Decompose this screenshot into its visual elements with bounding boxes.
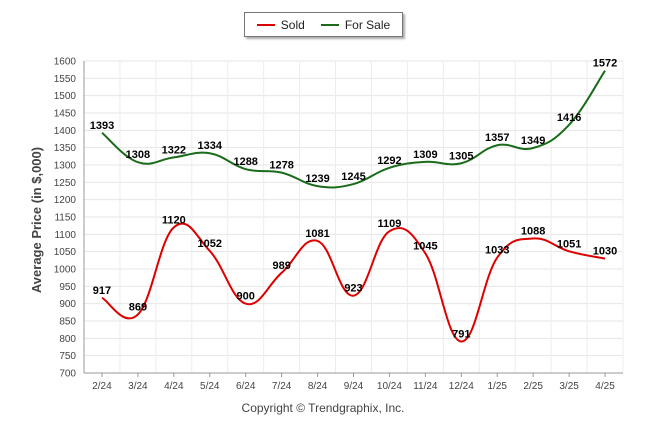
data-label-sold: 869 — [129, 301, 147, 313]
data-label-for-sale: 1393 — [90, 120, 114, 132]
y-tick-label: 1400 — [54, 126, 77, 137]
x-tick-label: 3/25 — [559, 381, 579, 392]
x-tick-label: 6/24 — [236, 381, 256, 392]
y-tick-label: 700 — [59, 369, 76, 380]
x-tick-label: 12/24 — [449, 381, 474, 392]
data-label-sold: 900 — [237, 291, 255, 303]
y-tick-label: 1150 — [54, 213, 76, 224]
data-label-for-sale: 1322 — [162, 144, 186, 156]
data-label-sold: 1109 — [377, 218, 401, 230]
y-tick-label: 1300 — [54, 161, 77, 172]
y-tick-label: 800 — [59, 334, 76, 345]
data-label-sold: 1052 — [198, 238, 222, 250]
data-label-for-sale: 1334 — [198, 140, 223, 152]
data-label-sold: 791 — [452, 328, 470, 340]
y-tick-label: 1250 — [54, 178, 77, 189]
y-tick-label: 1200 — [54, 195, 77, 206]
series-line-for-sale — [101, 70, 606, 189]
data-label-sold: 1081 — [305, 228, 329, 240]
y-tick-label: 950 — [59, 282, 76, 293]
data-label-for-sale: 1305 — [449, 150, 473, 162]
legend-label-sold: Sold — [280, 17, 305, 32]
y-tick-label: 1450 — [54, 109, 77, 120]
data-label-for-sale: 1308 — [126, 149, 150, 161]
y-tick-label: 1050 — [54, 247, 77, 258]
x-tick-label: 3/24 — [128, 381, 148, 392]
data-label-sold: 917 — [93, 285, 111, 297]
x-tick-label: 5/24 — [200, 381, 220, 392]
x-tick-label: 11/24 — [413, 381, 438, 392]
series-line-sold — [101, 222, 606, 343]
y-tick-label: 1350 — [54, 143, 77, 154]
data-label-sold: 1045 — [413, 240, 437, 252]
y-tick-labels: 700 750 800 850 900 950 1000 1050 1100 1150 1200 12… — [54, 57, 77, 380]
legend-swatch-sold — [256, 23, 275, 26]
data-label-sold: 1033 — [485, 245, 509, 257]
data-label-sold: 923 — [344, 283, 362, 295]
x-tick-label: 8/24 — [308, 381, 328, 392]
legend-label-for-sale: For Sale — [344, 17, 391, 32]
legend-item-for-sale: For Sale — [320, 17, 391, 32]
y-tick-label: 1550 — [54, 74, 77, 85]
x-tick-labels: 2/24 3/24 4/24 5/24 6/24 7/24 8/24 9/24 10/24 11/… — [92, 381, 615, 392]
legend-item-sold: Sold — [256, 17, 305, 32]
chart-legend: Sold For Sale — [244, 12, 403, 37]
data-label-sold: 1051 — [557, 238, 581, 250]
data-label-sold: 1030 — [593, 246, 617, 258]
x-tick-label: 10/24 — [377, 381, 402, 392]
data-label-for-sale: 1309 — [413, 149, 437, 161]
x-tick-label: 2/24 — [92, 381, 112, 392]
data-label-for-sale: 1292 — [377, 155, 401, 167]
data-label-for-sale: 1572 — [593, 58, 617, 70]
data-label-for-sale: 1288 — [233, 156, 257, 168]
x-tick-label: 4/25 — [595, 381, 615, 392]
y-tick-label: 850 — [59, 317, 76, 328]
legend-swatch-for-sale — [320, 23, 339, 26]
data-label-sold: 989 — [272, 260, 290, 272]
data-label-for-sale: 1349 — [521, 135, 545, 147]
data-label-for-sale: 1357 — [485, 132, 509, 144]
y-tick-label: 1500 — [54, 91, 77, 102]
x-tick-label: 2/25 — [523, 381, 543, 392]
data-label-for-sale: 1416 — [557, 112, 581, 124]
y-tick-label: 1000 — [54, 265, 77, 276]
data-label-sold: 1120 — [162, 214, 186, 226]
y-tick-label: 750 — [59, 351, 76, 362]
data-label-for-sale: 1239 — [305, 173, 329, 185]
y-tick-label: 1100 — [54, 230, 76, 241]
y-tick-label: 1600 — [54, 57, 77, 68]
y-axis-label: Average Price (in $,000) — [29, 147, 44, 293]
data-label-sold: 1088 — [521, 225, 545, 237]
x-tick-label: 4/24 — [164, 381, 184, 392]
x-tick-label: 9/24 — [344, 381, 364, 392]
copyright-text: Copyright © Trendgraphix, Inc. — [241, 401, 405, 415]
data-label-for-sale: 1278 — [269, 160, 293, 172]
x-tick-label: 1/25 — [487, 381, 507, 392]
axes — [83, 61, 623, 377]
data-label-for-sale: 1245 — [341, 171, 365, 183]
data-labels: 917 869 1120 1052 900 989 1081 923 1109 1045 791 10… — [90, 58, 618, 341]
series-lines — [101, 70, 606, 343]
y-tick-label: 900 — [59, 299, 76, 310]
x-tick-label: 7/24 — [272, 381, 292, 392]
